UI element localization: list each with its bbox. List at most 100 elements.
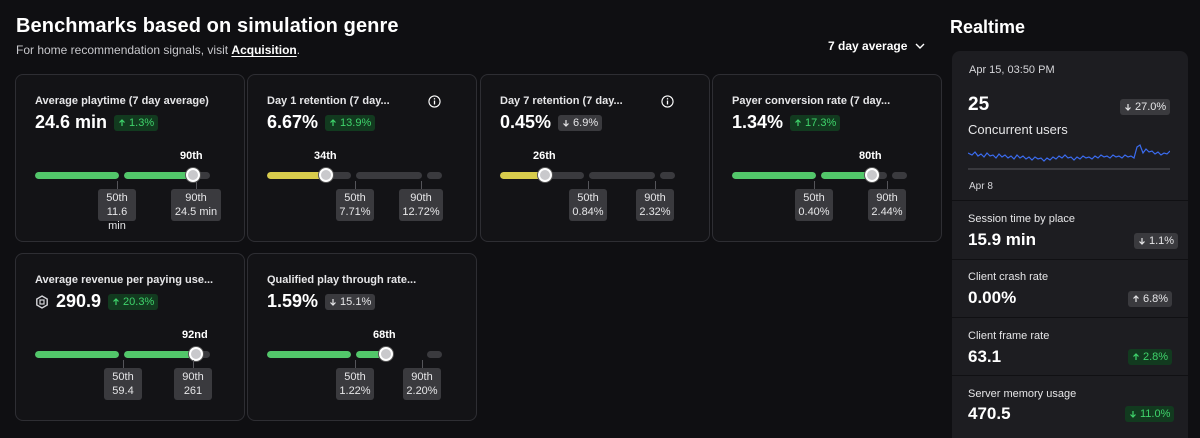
card-title: Average revenue per paying use... — [35, 274, 214, 286]
marker-90th: 90th 24.5 min — [171, 181, 221, 221]
arrow-up-icon — [119, 118, 125, 126]
marker-value: 11.6 min — [106, 206, 128, 232]
realtime-timestamp: Apr 15, 03:50 PM — [969, 64, 1055, 76]
delta-badge: 17.3% — [790, 114, 841, 131]
chevron-down-icon — [915, 43, 925, 49]
marker-label: 50th — [577, 192, 599, 204]
period-dropdown-label: 7 day average — [828, 39, 908, 53]
marker-50th: 50th 1.22% — [336, 360, 374, 400]
card-value-row: 0.45% 6.9% — [500, 112, 603, 133]
metric-delta-badge: 2.8% — [1128, 349, 1173, 365]
arrow-up-icon — [330, 118, 336, 126]
info-icon[interactable] — [428, 95, 441, 108]
delta-value: 27.0% — [1135, 101, 1167, 113]
metric-value: 15.9 min — [968, 230, 1037, 249]
subtitle-text: For home recommendation signals, visit — [16, 43, 232, 57]
metric-delta-badge: 11.0% — [1125, 406, 1175, 422]
benchmark-bar-segment — [821, 172, 887, 179]
marker-value: 0.84% — [572, 206, 604, 218]
benchmark-card-payer-conversion[interactable]: Payer conversion rate (7 day... 1.34% 17… — [712, 74, 942, 242]
delta-value: 11.0% — [1140, 408, 1171, 420]
benchmark-bar-segment — [35, 172, 119, 179]
percentile-label: 80th — [859, 150, 882, 162]
arrow-up-icon — [113, 297, 119, 305]
marker-90th: 90th 2.32% — [636, 181, 674, 221]
delta-badge: 15.1% — [325, 293, 376, 310]
divider — [952, 200, 1188, 201]
benchmark-card-arppu[interactable]: Average revenue per paying use... 290.9 … — [15, 253, 245, 421]
card-title: Payer conversion rate (7 day... — [732, 95, 891, 107]
marker-value: 2.20% — [406, 385, 438, 397]
benchmark-bar-segment — [124, 351, 210, 358]
metric-delta-badge: 6.8% — [1128, 291, 1173, 307]
divider — [952, 317, 1188, 318]
card-value-row: 290.9 20.3% — [35, 291, 159, 312]
arrow-up-icon — [1133, 295, 1139, 302]
marker-label: 50th — [112, 371, 134, 383]
delta-value: 17.3% — [805, 116, 837, 129]
concurrent-users-sparkline[interactable] — [968, 141, 1170, 171]
delta-badge: 6.9% — [558, 114, 603, 131]
percentile-label: 26th — [533, 150, 556, 162]
card-title: Average playtime (7 day average) — [35, 95, 209, 107]
arrow-down-icon — [563, 119, 569, 127]
acquisition-link[interactable]: Acquisition — [231, 43, 297, 57]
realtime-title: Realtime — [950, 17, 1026, 37]
card-value: 24.6 min — [35, 112, 108, 132]
benchmark-bar-segment — [356, 172, 422, 179]
arrow-up-icon — [1133, 353, 1139, 360]
marker-90th: 90th 12.72% — [399, 181, 443, 221]
marker-value: 2.32% — [639, 206, 671, 218]
percentile-knob — [538, 168, 552, 182]
period-dropdown[interactable]: 7 day average — [828, 39, 925, 53]
delta-value: 13.9% — [340, 116, 372, 129]
benchmark-card-average-playtime[interactable]: Average playtime (7 day average) 24.6 mi… — [15, 74, 245, 242]
page-title: Benchmarks based on simulation genre — [16, 15, 399, 37]
metric-name: Client frame rate — [968, 330, 1050, 342]
marker-value: 7.71% — [339, 206, 371, 218]
metric-delta-badge: 1.1% — [1134, 233, 1179, 249]
benchmark-card-day1-retention[interactable]: Day 1 retention (7 day... 6.67% 13.9% 34… — [247, 74, 477, 242]
marker-label: 90th — [644, 192, 666, 204]
delta-value: 1.3% — [129, 116, 155, 129]
card-value-row: 1.34% 17.3% — [732, 112, 841, 133]
delta-value: 6.9% — [573, 116, 599, 129]
metric-value: 0.00% — [968, 288, 1017, 307]
card-value-row: 6.67% 13.9% — [267, 112, 376, 133]
marker-value: 0.40% — [798, 206, 830, 218]
marker-value: 24.5 min — [174, 206, 218, 218]
benchmark-card-qualified-play-through[interactable]: Qualified play through rate... 1.59% 15.… — [247, 253, 477, 421]
concurrent-users-label: Concurrent users — [968, 122, 1068, 137]
benchmark-card-day7-retention[interactable]: Day 7 retention (7 day... 0.45% 6.9% 26t… — [480, 74, 710, 242]
marker-label: 90th — [185, 192, 207, 204]
benchmark-bar-segment — [356, 351, 393, 358]
card-value: 1.34% — [732, 112, 784, 132]
marker-value: 12.72% — [402, 206, 440, 218]
arrow-up-icon — [795, 118, 801, 126]
marker-label: 90th — [410, 192, 432, 204]
percentile-knob — [189, 347, 203, 361]
benchmark-bar-segment — [35, 351, 119, 358]
card-value: 1.59% — [267, 291, 319, 311]
marker-value: 2.44% — [871, 206, 903, 218]
metric-name: Session time by place — [968, 213, 1075, 225]
concurrent-users-delta: 27.0% — [1120, 99, 1171, 115]
marker-label: 50th — [803, 192, 825, 204]
card-value: 0.45% — [500, 112, 552, 132]
arrow-down-icon — [1130, 411, 1136, 418]
marker-value: 261 — [183, 385, 203, 397]
percentile-knob — [379, 347, 393, 361]
info-icon[interactable] — [661, 95, 674, 108]
benchmark-bar-segment — [660, 172, 675, 179]
percentile-knob — [186, 168, 200, 182]
marker-50th: 50th 11.6 min — [98, 181, 136, 232]
marker-90th: 90th 2.44% — [868, 181, 906, 221]
metric-value: 63.1 — [968, 347, 1002, 366]
benchmark-bar-segment — [267, 172, 351, 179]
delta-badge: 1.3% — [114, 114, 159, 131]
benchmark-bar-segment — [427, 172, 442, 179]
percentile-label: 92nd — [182, 329, 208, 341]
percentile-label: 90th — [180, 150, 203, 162]
delta-value: 6.8% — [1143, 293, 1169, 305]
subtitle: For home recommendation signals, visit A… — [16, 43, 300, 57]
